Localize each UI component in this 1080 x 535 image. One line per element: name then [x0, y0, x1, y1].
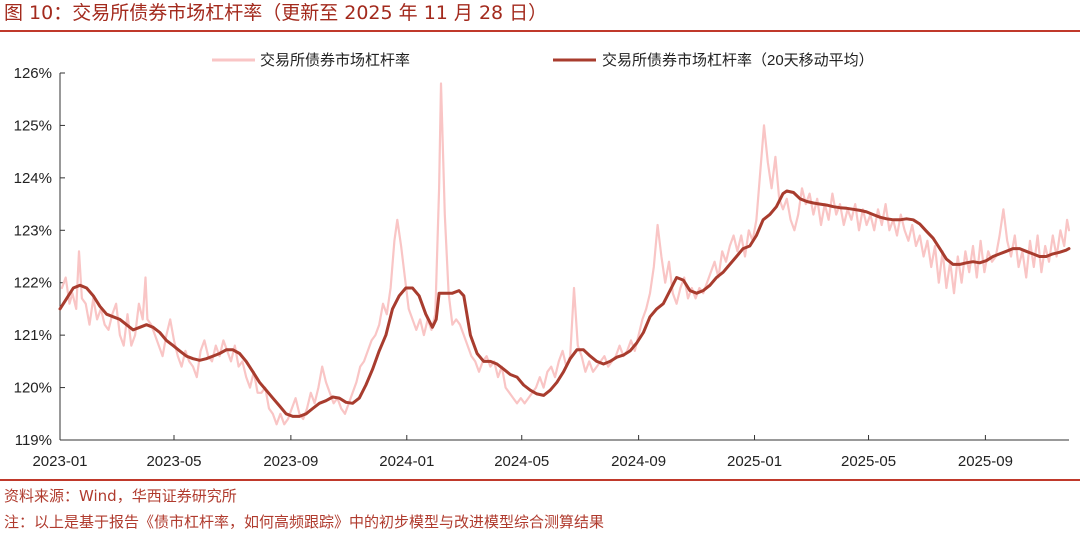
footer-divider [0, 479, 1080, 481]
chart-legend: 交易所债券市场杠杆率 交易所债券市场杠杆率（20天移动平均） [212, 51, 874, 69]
y-tick-label: 119% [15, 432, 52, 449]
y-tick-label: 124% [14, 170, 52, 187]
y-tick-label: 120% [14, 380, 52, 397]
x-tick-label: 2025-01 [727, 453, 782, 470]
source-note: 资料来源：Wind，华西证券研究所 [4, 487, 237, 505]
y-tick-label: 121% [14, 327, 52, 344]
x-tick-label: 2025-05 [841, 453, 896, 470]
y-tick-label: 123% [14, 222, 52, 239]
x-tick-label: 2024-01 [379, 453, 434, 470]
chart-axes: 119% 120% 121% 122% 123% 124% 125% 126% 2023-01 2… [14, 65, 1069, 470]
y-tick-label: 126% [14, 65, 52, 82]
footnote: 注：以上是基于报告《债市杠杆率，如何高频跟踪》中的初步模型与改进模型综合测算结果 [4, 513, 605, 531]
x-tick-label: 2023-05 [146, 453, 201, 470]
x-tick-label: 2023-09 [263, 453, 318, 470]
y-tick-label: 125% [14, 117, 52, 134]
series-line-ma [58, 189, 1071, 418]
x-tick-label: 2025-09 [958, 453, 1013, 470]
x-tick-label: 2024-09 [611, 453, 666, 470]
y-tick-label: 122% [14, 275, 52, 292]
chart-title: 图 10：交易所债券市场杠杆率（更新至 2025 年 11 月 28 日） [4, 2, 548, 24]
x-tick-label: 2024-05 [494, 453, 549, 470]
title-divider [0, 30, 1080, 32]
x-tick-label: 2023-01 [32, 453, 87, 470]
chart-canvas: 交易所债券市场杠杆率 交易所债券市场杠杆率（20天移动平均） 119%120%1… [14, 51, 1071, 470]
series-line-raw [60, 82, 1071, 426]
legend-label-raw: 交易所债券市场杠杆率 [260, 51, 410, 69]
chart-series [58, 82, 1071, 426]
legend-label-ma: 交易所债券市场杠杆率（20天移动平均） [602, 51, 874, 69]
